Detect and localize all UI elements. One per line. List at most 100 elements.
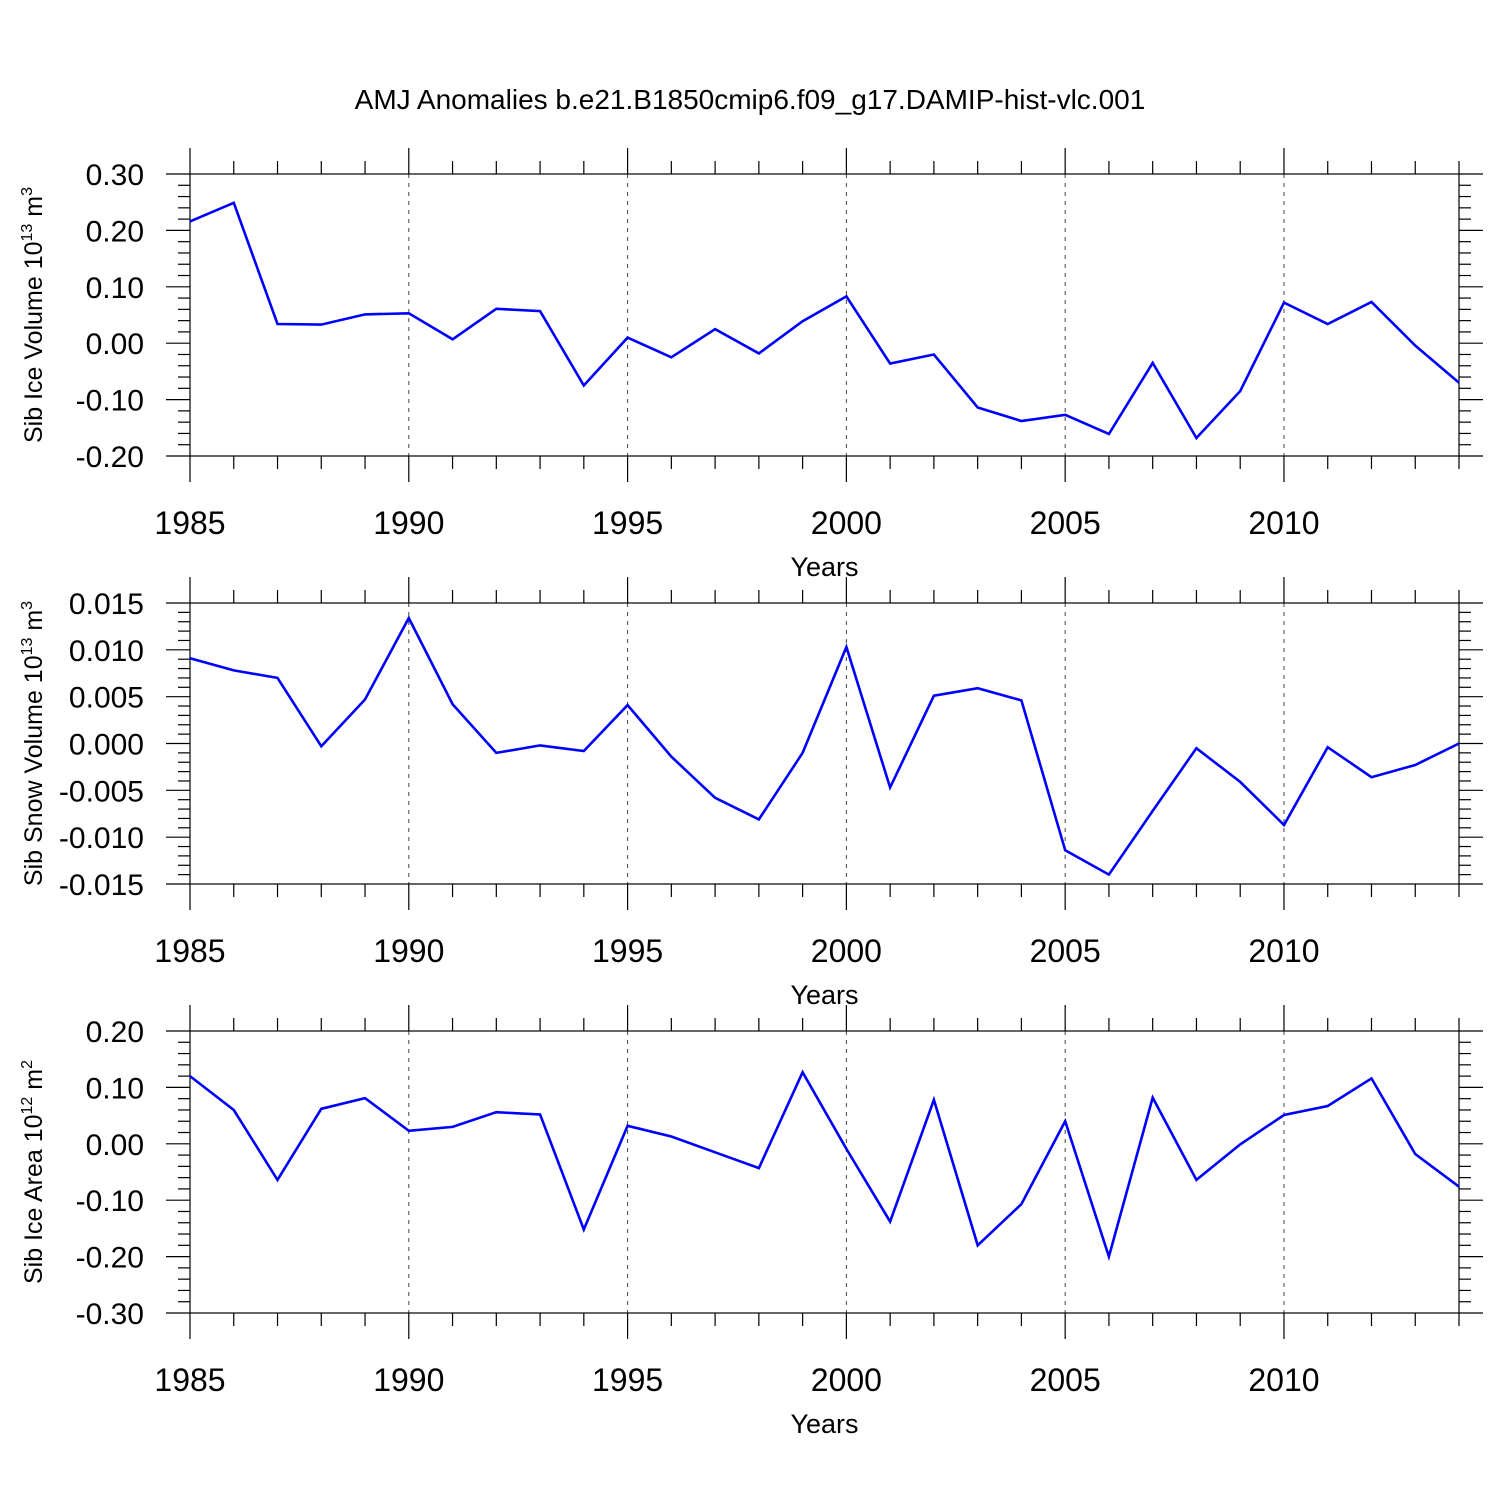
data-point [1194, 746, 1198, 750]
data-point [626, 1124, 630, 1128]
x-tick-label: 2010 [1248, 505, 1319, 541]
data-point [1151, 361, 1155, 365]
data-point [757, 351, 761, 355]
data-point [1413, 343, 1417, 347]
data-point [932, 1098, 936, 1102]
data-point [626, 703, 630, 707]
data-point [932, 352, 936, 356]
data-point [1457, 742, 1461, 746]
data-point [494, 307, 498, 311]
data-point [1282, 823, 1286, 827]
y-axis-label: Sib Ice Area 1012 m2 [19, 1060, 48, 1284]
data-point [976, 686, 980, 690]
data-point [407, 1129, 411, 1133]
series-line [189, 615, 1460, 877]
x-axis-label: Years [790, 980, 858, 1010]
data-point [669, 755, 673, 759]
data-point [1369, 1076, 1373, 1080]
data-point [1194, 436, 1198, 440]
data-point [188, 656, 192, 660]
data-point [538, 1112, 542, 1116]
y-tick-label: 0.20 [86, 1016, 144, 1049]
y-axis-label: Sib Snow Volume 1013 m3 [19, 601, 48, 886]
data-point [1457, 1185, 1461, 1189]
data-point [1194, 1178, 1198, 1182]
data-point [626, 336, 630, 340]
x-tick-label: 1985 [154, 505, 225, 541]
data-point [1019, 419, 1023, 423]
data-point [1326, 1104, 1330, 1108]
x-axis-label: Years [790, 1409, 858, 1439]
data-point [713, 327, 717, 331]
y-tick-label: -0.10 [76, 1185, 144, 1218]
chart-panel-3: -0.30 -0.20 -0.10 0.00 0.10 0.20 1985 1990 1995 2… [19, 1005, 1483, 1439]
x-tick-label: 1995 [592, 933, 663, 969]
data-point [757, 1166, 761, 1170]
series-line [189, 1069, 1460, 1262]
data-point [319, 744, 323, 748]
data-point [407, 311, 411, 315]
data-point [494, 1110, 498, 1114]
data-point [1063, 848, 1067, 852]
data-point [232, 201, 236, 205]
x-tick-label: 2010 [1248, 933, 1319, 969]
data-point [1326, 322, 1330, 326]
x-axis-label: Years [790, 552, 858, 582]
data-point [451, 1125, 455, 1129]
y-tick-label: 0.010 [69, 635, 144, 668]
x-tick-label: 2000 [811, 933, 882, 969]
data-point [713, 796, 717, 800]
data-point [976, 405, 980, 409]
data-point [1413, 763, 1417, 767]
y-tick-label: 0.015 [69, 588, 144, 621]
x-tick-label: 2000 [811, 505, 882, 541]
data-point [713, 1150, 717, 1154]
data-point [1107, 1255, 1111, 1259]
data-point [232, 668, 236, 672]
data-point [363, 1096, 367, 1100]
series-line [189, 201, 1460, 441]
data-point [932, 694, 936, 698]
data-point [188, 1074, 192, 1078]
data-point [582, 384, 586, 388]
data-point [276, 676, 280, 680]
chart-panel-2: -0.015 -0.010 -0.005 0.000 0.005 0.010 0.015 19… [19, 577, 1483, 1010]
data-point [451, 702, 455, 706]
data-point [1107, 432, 1111, 436]
data-point [1282, 1113, 1286, 1117]
data-point [888, 1220, 892, 1224]
x-tick-label: 1985 [154, 1362, 225, 1398]
data-point [582, 1228, 586, 1232]
data-point [801, 1070, 805, 1074]
y-tick-label: -0.20 [76, 1242, 144, 1275]
data-point [1063, 413, 1067, 417]
y-axis-label: Sib Ice Volume 1013 m3 [19, 187, 48, 443]
page-title: AMJ Anomalies b.e21.B1850cmip6.f09_g17.D… [354, 84, 1146, 115]
data-point [1413, 1152, 1417, 1156]
y-tick-label: 0.000 [69, 729, 144, 762]
data-point [1369, 775, 1373, 779]
y-tick-label: 0.30 [86, 159, 144, 192]
y-tick-label: 0.20 [86, 215, 144, 248]
plot-frame [189, 602, 1460, 885]
x-tick-label: 1990 [373, 505, 444, 541]
y-tick-label: -0.015 [59, 869, 144, 902]
data-point [844, 294, 848, 298]
x-tick-label: 1990 [373, 933, 444, 969]
data-point [1238, 389, 1242, 393]
data-point [669, 1134, 673, 1138]
y-tick-label: 0.00 [86, 328, 144, 361]
data-point [1151, 809, 1155, 813]
chart-panel-1: -0.20 -0.10 0.00 0.10 0.20 0.30 1985 1990 1995 20… [19, 148, 1483, 582]
data-point [844, 1147, 848, 1151]
y-tick-label: -0.10 [76, 385, 144, 418]
data-point [1063, 1119, 1067, 1123]
x-tick-label: 1995 [592, 505, 663, 541]
data-point [407, 616, 411, 620]
data-point [669, 355, 673, 359]
plot-frame [189, 1030, 1460, 1314]
x-tick-label: 2010 [1248, 1362, 1319, 1398]
data-point [888, 786, 892, 790]
y-tick-label: 0.10 [86, 272, 144, 305]
